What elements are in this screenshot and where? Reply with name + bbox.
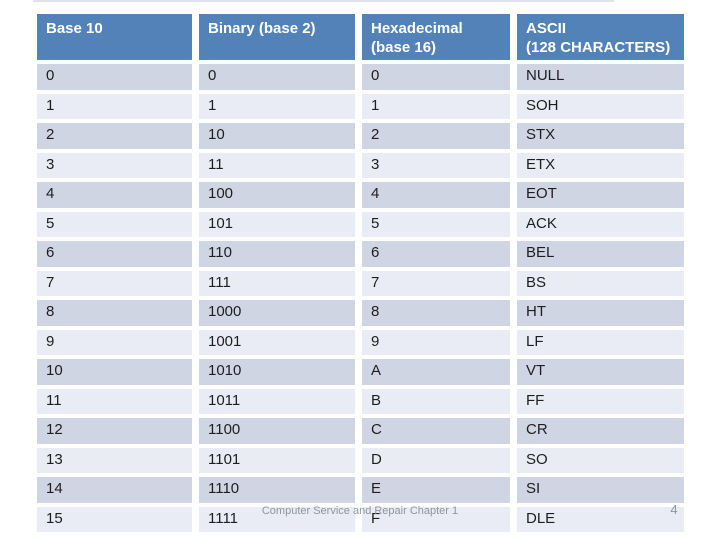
table-cell: F (362, 506, 510, 532)
table-cell: 8 (362, 300, 510, 326)
table-cell: 11 (199, 152, 355, 178)
column-header-3: Hexadecimal (base 16) (362, 14, 510, 60)
table-cell: 101 (199, 211, 355, 237)
table-cell: 9 (362, 329, 510, 355)
table-cell: 15 (37, 506, 192, 532)
table-cell: D (362, 447, 510, 473)
table-cell: ETX (517, 152, 684, 178)
table-cell: 3 (37, 152, 192, 178)
table-cell: 1101 (199, 447, 355, 473)
table-cell: A (362, 359, 510, 385)
table-row: 5 101 5 ACK (37, 211, 684, 237)
table-cell: SOH (517, 93, 684, 119)
table-cell: 1 (37, 93, 192, 119)
table-cell: FF (517, 388, 684, 414)
table-cell: 0 (362, 64, 510, 90)
table-row: 14 1110 E SI (37, 477, 684, 503)
table-cell: 5 (37, 211, 192, 237)
table-row: 12 1100 C CR (37, 418, 684, 444)
column-header-2: Binary (base 2) (199, 14, 355, 60)
slide-top-edge-line (33, 0, 614, 2)
table-cell: STX (517, 123, 684, 149)
table-cell: 6 (37, 241, 192, 267)
table-row: 4 100 4 EOT (37, 182, 684, 208)
table-cell: 9 (37, 329, 192, 355)
table-cell: 2 (37, 123, 192, 149)
table-cell: 4 (37, 182, 192, 208)
table-cell: 1001 (199, 329, 355, 355)
table-cell: 7 (362, 270, 510, 296)
table-cell: 1111 (199, 506, 355, 532)
table-cell: 2 (362, 123, 510, 149)
table-cell: NULL (517, 64, 684, 90)
table-cell: 0 (37, 64, 192, 90)
slide-page-number: 4 (670, 502, 678, 517)
table-row: 8 1000 8 HT (37, 300, 684, 326)
table-cell: 111 (199, 270, 355, 296)
table-cell: EOT (517, 182, 684, 208)
table-cell: BEL (517, 241, 684, 267)
table-cell: BS (517, 270, 684, 296)
table-row: 6 110 6 BEL (37, 241, 684, 267)
table-cell: 11 (37, 388, 192, 414)
table-row: 13 1101 D SO (37, 447, 684, 473)
table-cell: 14 (37, 477, 192, 503)
table-row: 7 111 7 BS (37, 270, 684, 296)
table-cell: 10 (199, 123, 355, 149)
table-row: 3 11 3 ETX (37, 152, 684, 178)
table-cell: DLE (517, 506, 684, 532)
table-cell: 1011 (199, 388, 355, 414)
slide-footer-text: Computer Service and Repair Chapter 1 (261, 505, 459, 517)
table-row: 1 1 1 SOH (37, 93, 684, 119)
table-cell: SO (517, 447, 684, 473)
table-cell: 0 (199, 64, 355, 90)
number-conversion-table: Base 10 Binary (base 2) Hexadecimal (base … (30, 10, 691, 536)
table-cell: CR (517, 418, 684, 444)
table-cell: 10 (37, 359, 192, 385)
table-cell: 1 (362, 93, 510, 119)
table-cell: SI (517, 477, 684, 503)
table-cell: 1110 (199, 477, 355, 503)
column-header-1: Base 10 (37, 14, 192, 60)
table-cell: ACK (517, 211, 684, 237)
table-cell: 5 (362, 211, 510, 237)
table-cell: 1 (199, 93, 355, 119)
table-cell: 7 (37, 270, 192, 296)
table-cell: 4 (362, 182, 510, 208)
table-row: 15 1111 F DLE (37, 506, 684, 532)
table-cell: 13 (37, 447, 192, 473)
table-row: 9 1001 9 LF (37, 329, 684, 355)
table-cell: 110 (199, 241, 355, 267)
table-cell: HT (517, 300, 684, 326)
table-header-row: Base 10 Binary (base 2) Hexadecimal (base … (37, 14, 684, 60)
table-row: 10 1010 A VT (37, 359, 684, 385)
table-cell: 1100 (199, 418, 355, 444)
table-cell: 3 (362, 152, 510, 178)
table-cell: 1010 (199, 359, 355, 385)
table-cell: 6 (362, 241, 510, 267)
table-cell: 12 (37, 418, 192, 444)
table-row: 0 0 0 NULL (37, 64, 684, 90)
table-cell: 1000 (199, 300, 355, 326)
table-row: 2 10 2 STX (37, 123, 684, 149)
table-cell: 100 (199, 182, 355, 208)
table-row: 11 1011 B FF (37, 388, 684, 414)
table-cell: B (362, 388, 510, 414)
column-header-4: ASCII (128 CHARACTERS) (517, 14, 684, 60)
table-cell: E (362, 477, 510, 503)
table-cell: VT (517, 359, 684, 385)
table-cell: 8 (37, 300, 192, 326)
table-cell: LF (517, 329, 684, 355)
table-cell: C (362, 418, 510, 444)
